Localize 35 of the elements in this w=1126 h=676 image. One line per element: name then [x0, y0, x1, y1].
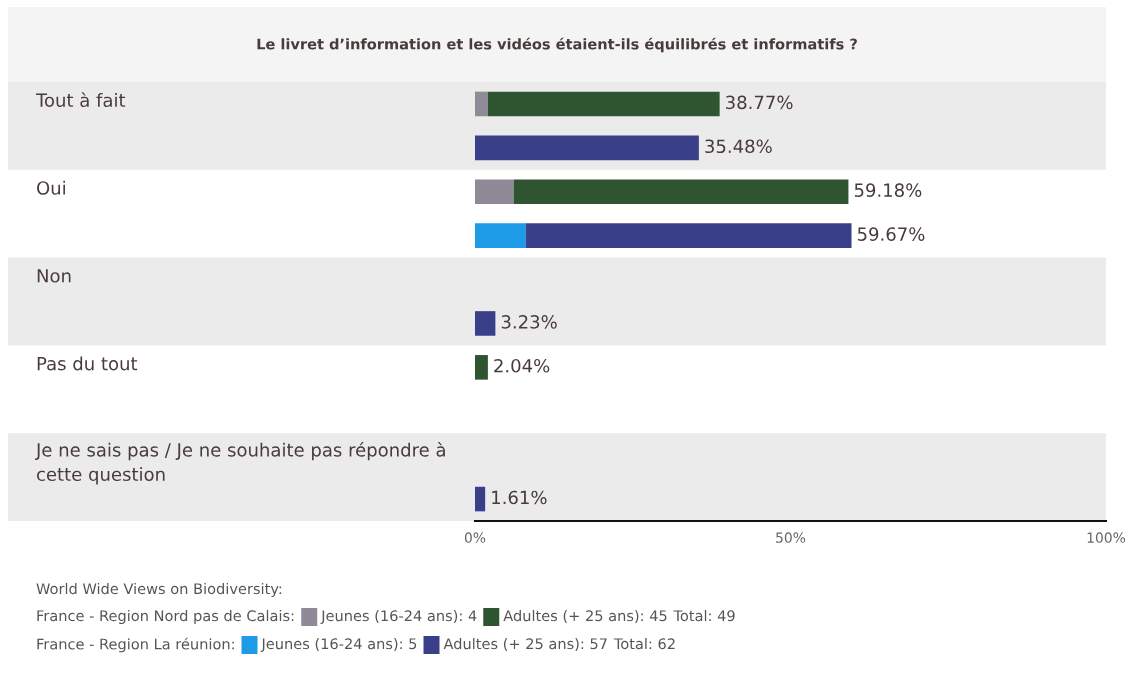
- x-tick-label: 100%: [1087, 532, 1126, 543]
- y-tick-label: Non: [37, 269, 71, 283]
- text: World Wide Views on Biodiversity:: [36, 582, 282, 598]
- legend-label: Adultes (+ 25 ans): 45: [503, 609, 667, 623]
- total-label: 59.67%: [857, 227, 925, 241]
- y-tick-label: Pas du tout: [37, 356, 138, 371]
- bar: [513, 179, 849, 205]
- x-tick-label: 0%: [464, 532, 486, 543]
- chart-title: Le livret d’information et les vidéos étaient-ils équilibrés et informatifs ?: [257, 37, 857, 53]
- y-tick-label: Tout à fait: [35, 92, 126, 107]
- bar: [487, 91, 720, 117]
- bar: [475, 311, 496, 336]
- y-tick-label: Oui: [37, 180, 65, 195]
- legend-label: Adultes (+ 25 ans): 57: [443, 637, 607, 651]
- text: France - Region Nord pas de Calais:: [37, 609, 294, 625]
- bar: [475, 135, 699, 161]
- total-label: 3.23%: [501, 315, 557, 329]
- text: Total: 62: [613, 637, 675, 650]
- total-label: 1.61%: [492, 490, 547, 505]
- total-label: 35.48%: [705, 139, 772, 154]
- text: Total: 49: [673, 609, 735, 622]
- bar: [525, 223, 852, 248]
- legend-label: Jeunes (16-24 ans): 5: [260, 637, 417, 652]
- text: France - Region La réunion:: [37, 637, 234, 653]
- bar: [475, 486, 486, 512]
- total-label: 38.77%: [726, 95, 793, 110]
- total-label: 2.04%: [494, 358, 550, 373]
- bar: [475, 91, 488, 117]
- bar: [475, 355, 488, 380]
- bar: [475, 179, 514, 205]
- x-tick-label: 50%: [776, 532, 806, 543]
- total-label: 59.18%: [854, 183, 922, 197]
- bar: [475, 223, 526, 248]
- legend-label: Jeunes (16-24 ans): 4: [320, 609, 477, 624]
- y-tick-label: Je ne sais pas / Je ne souhaite pas répondre à cette question: [35, 441, 445, 485]
